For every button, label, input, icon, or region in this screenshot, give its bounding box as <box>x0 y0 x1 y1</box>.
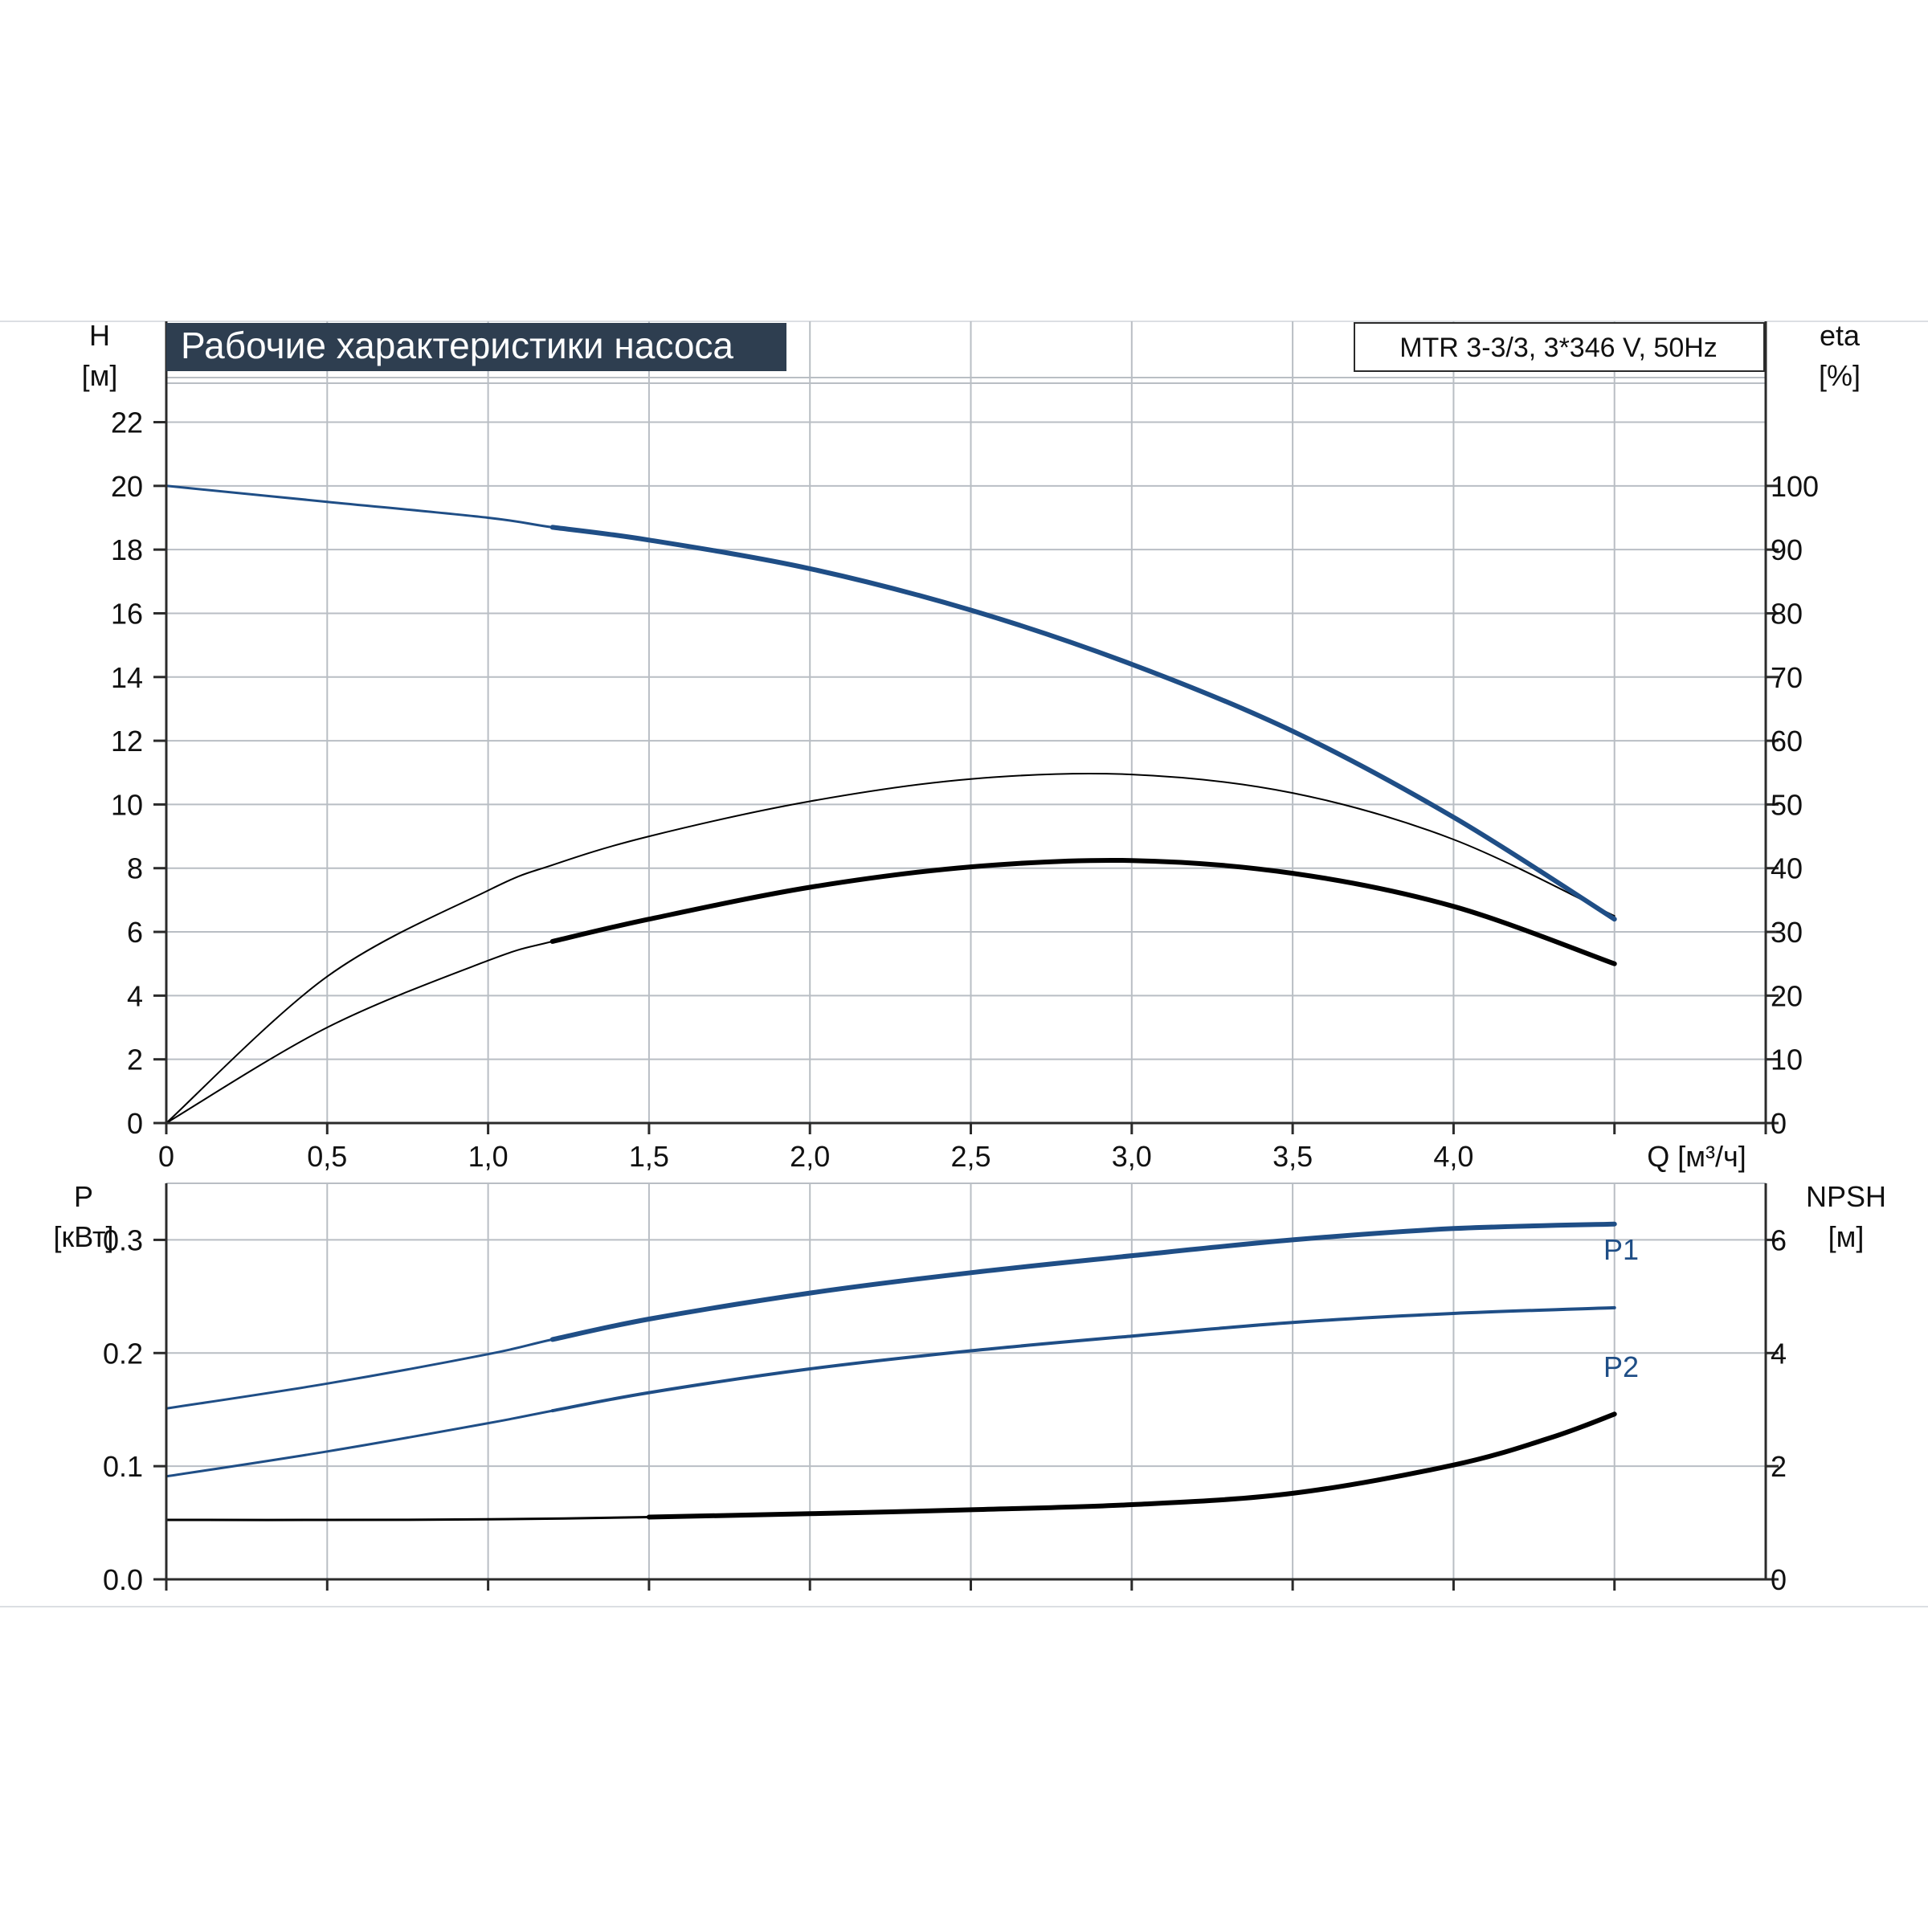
eta-tick-label: 80 <box>1771 597 1803 630</box>
h-tick-label: 8 <box>127 852 143 885</box>
npsh-tick-label: 6 <box>1771 1223 1787 1256</box>
head-curve <box>165 484 1616 921</box>
chart-title: Рабочие характеристики насоса <box>181 325 733 366</box>
p-tick-label: 0.0 <box>103 1563 143 1596</box>
h-tick-label: 0 <box>127 1107 143 1140</box>
title-banner <box>166 323 786 371</box>
eta-tick-label: 50 <box>1771 788 1803 821</box>
p-tick-label: 0.2 <box>103 1337 143 1370</box>
p-axis-title-unit: [кВт] <box>53 1220 113 1253</box>
h-tick-label: 10 <box>111 788 143 821</box>
q-axis-label: Q [м³/ч] <box>1647 1140 1746 1173</box>
eta-total-curve <box>165 859 1616 1124</box>
q-tick-label: 3,0 <box>1112 1140 1152 1173</box>
eta-tick-label: 90 <box>1771 533 1803 566</box>
q-tick-label: 1,5 <box>629 1140 669 1173</box>
eta-tick-label: 40 <box>1771 852 1803 885</box>
eta-tick-label: 30 <box>1771 916 1803 949</box>
eta-axis-title-unit: [%] <box>1819 359 1861 392</box>
h-tick-label: 6 <box>127 916 143 949</box>
q-tick-label: 0,5 <box>307 1140 347 1173</box>
model-box <box>1354 322 1765 372</box>
q-tick-label: 2,0 <box>790 1140 830 1173</box>
h-tick-label: 22 <box>111 406 143 439</box>
eta-tick-label: 10 <box>1771 1044 1803 1076</box>
q-tick-label: 1,0 <box>468 1140 509 1173</box>
eta-tick-label: 60 <box>1771 725 1803 758</box>
q-tick-label: 0 <box>158 1140 174 1173</box>
p-tick-label: 0.1 <box>103 1450 143 1483</box>
q-tick-label: 2,5 <box>950 1140 991 1173</box>
npsh-tick-label: 2 <box>1771 1450 1787 1483</box>
q-tick-label: 3,5 <box>1272 1140 1313 1173</box>
eta-total-curve-operating <box>549 857 1617 966</box>
head-curve-operating <box>549 525 1617 922</box>
h-tick-label: 20 <box>111 470 143 503</box>
h-tick-label: 4 <box>127 979 143 1012</box>
h-tick-label: 12 <box>111 725 143 758</box>
eta-motor-pump-curve <box>165 772 1616 1124</box>
npsh-tick-label: 0 <box>1771 1563 1787 1596</box>
eta-axis-title-name: eta <box>1820 319 1861 352</box>
npsh-curve-operating <box>646 1411 1617 1520</box>
p2-label: P2 <box>1603 1350 1639 1383</box>
p-axis-title-name: P <box>74 1180 93 1213</box>
h-tick-label: 2 <box>127 1044 143 1076</box>
npsh-tick-label: 4 <box>1771 1337 1787 1370</box>
npsh-axis-title-name: NPSH <box>1806 1180 1886 1213</box>
eta-tick-label: 20 <box>1771 979 1803 1012</box>
eta-tick-label: 0 <box>1771 1107 1787 1140</box>
p1-curve-operating <box>549 1221 1617 1342</box>
h-axis-title-unit: [м] <box>82 359 118 392</box>
h-tick-label: 16 <box>111 597 143 630</box>
h-tick-label: 14 <box>111 661 143 694</box>
q-tick-label: 4,0 <box>1433 1140 1473 1173</box>
npsh-curve <box>165 1412 1616 1522</box>
model-label: MTR 3-3/3, 3*346 V, 50Hz <box>1399 333 1718 363</box>
h-axis-title-name: H <box>89 319 110 352</box>
eta-tick-label: 70 <box>1771 661 1803 694</box>
npsh-axis-title-unit: [м] <box>1828 1220 1865 1253</box>
h-tick-label: 18 <box>111 533 143 566</box>
p2-curve-operating <box>550 1305 1616 1413</box>
p-tick-label: 0.3 <box>103 1223 143 1256</box>
p1-label: P1 <box>1603 1233 1639 1266</box>
p2-curve <box>165 1306 1616 1478</box>
eta-tick-label: 100 <box>1771 470 1819 503</box>
